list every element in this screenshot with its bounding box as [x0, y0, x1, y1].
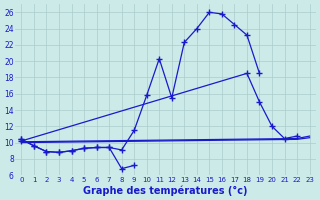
- X-axis label: Graphe des températures (°c): Graphe des températures (°c): [83, 185, 248, 196]
